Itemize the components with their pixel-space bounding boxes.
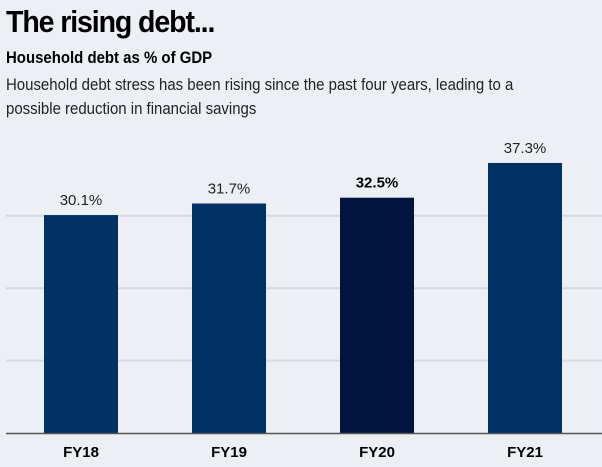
bar-fy21 [488, 162, 562, 433]
category-label-fy18: FY18 [63, 444, 99, 461]
chart-title: The rising debt... [6, 4, 215, 39]
value-label-fy18: 30.1% [60, 192, 103, 209]
bar-fy19 [192, 203, 266, 433]
category-label-fy20: FY20 [359, 444, 395, 461]
category-labels: FY18 FY19 FY20 FY21 [63, 444, 543, 461]
category-label-fy21: FY21 [507, 444, 543, 461]
value-label-fy20: 32.5% [356, 175, 399, 192]
value-label-fy19: 31.7% [208, 180, 251, 197]
chart-subtitle: Household debt as % of GDP [6, 48, 213, 67]
bars [44, 162, 562, 433]
bar-fy20 [340, 197, 414, 433]
chart-description: Household debt stress has been rising si… [6, 75, 514, 118]
bar-fy18 [44, 215, 118, 433]
value-label-fy21: 37.3% [504, 140, 547, 157]
category-label-fy19: FY19 [211, 444, 247, 461]
value-labels: 30.1% 31.7% 32.5% 37.3% [60, 140, 547, 209]
